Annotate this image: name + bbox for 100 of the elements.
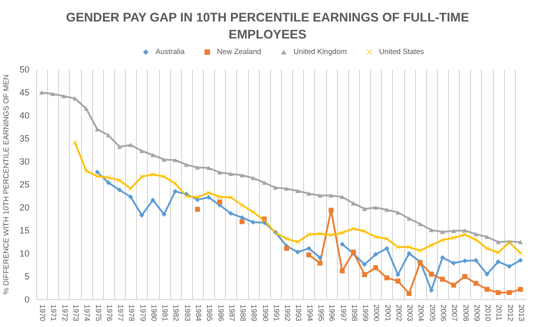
point [217,199,222,204]
point [240,173,244,178]
point [418,222,423,226]
y-tick-label: 40 [19,110,30,120]
point [384,208,390,212]
point [328,208,334,213]
point [328,232,334,238]
point [139,148,144,153]
point [250,176,256,180]
point [362,228,367,234]
point [506,290,512,296]
point [318,193,322,198]
y-tick-label: 15 [19,226,30,236]
point [284,236,290,242]
point [373,234,378,240]
point [240,219,244,224]
y-tick-label: 25 [19,180,30,190]
point [473,280,478,286]
point [473,237,478,242]
point [306,232,312,238]
point [162,174,167,180]
point [440,255,445,260]
point [518,286,523,292]
point [395,272,400,278]
point [518,258,523,263]
point [451,228,456,234]
point [362,272,367,278]
point [172,188,178,194]
point [451,260,456,266]
point [206,194,212,200]
point [395,278,400,284]
point [428,228,434,232]
point [128,194,134,200]
point [440,276,445,282]
point [306,246,312,251]
point [496,240,501,244]
point [195,165,200,170]
point [272,186,278,190]
point [428,242,434,248]
point [318,231,322,236]
point [106,180,111,186]
point [150,172,156,177]
y-tick-label: 35 [19,134,30,144]
point [484,272,490,277]
point [184,162,189,167]
point [373,265,378,270]
point [117,144,122,149]
point [496,290,501,296]
point [228,210,234,216]
point [406,216,412,221]
point [484,234,490,240]
point [228,194,234,200]
point [350,201,356,206]
point [484,286,490,292]
point [94,127,100,132]
point [462,228,468,233]
point [373,205,378,210]
chart-title: GENDER PAY GAP IN 10TH PERCENTILE EARNINGS OF FULL-TIME EMPLOYEES [66,10,470,42]
point [162,212,167,217]
point [172,158,178,162]
point [150,152,156,158]
point [39,90,44,95]
point [462,232,468,238]
point [306,192,312,196]
y-tick-label: 45 [19,88,30,98]
point [150,198,156,203]
y-tick-label: 30 [19,156,30,166]
point [406,291,412,296]
line-series [72,140,523,256]
point [172,181,178,186]
point [106,175,111,180]
point [195,206,200,212]
y-tick-label: 10 [19,248,30,258]
point [440,230,445,234]
point [451,282,456,288]
point [384,246,390,251]
point [473,232,478,236]
point [506,264,512,269]
y-tick-label: 0 [24,294,30,304]
point [128,186,134,192]
point [206,166,212,170]
y-tick-label: 50 [19,64,30,74]
point [318,255,322,260]
point [128,142,134,148]
point [295,188,300,194]
point [496,259,501,264]
point [384,275,390,280]
point [395,210,400,215]
y-tick-label: 20 [19,202,30,212]
point [428,272,434,277]
point [139,212,144,218]
point [50,92,56,96]
point [61,94,66,98]
point [318,260,322,266]
point [451,235,456,240]
point [518,240,523,244]
point [240,202,244,208]
point [94,170,100,174]
point [373,252,378,257]
point [139,174,144,180]
